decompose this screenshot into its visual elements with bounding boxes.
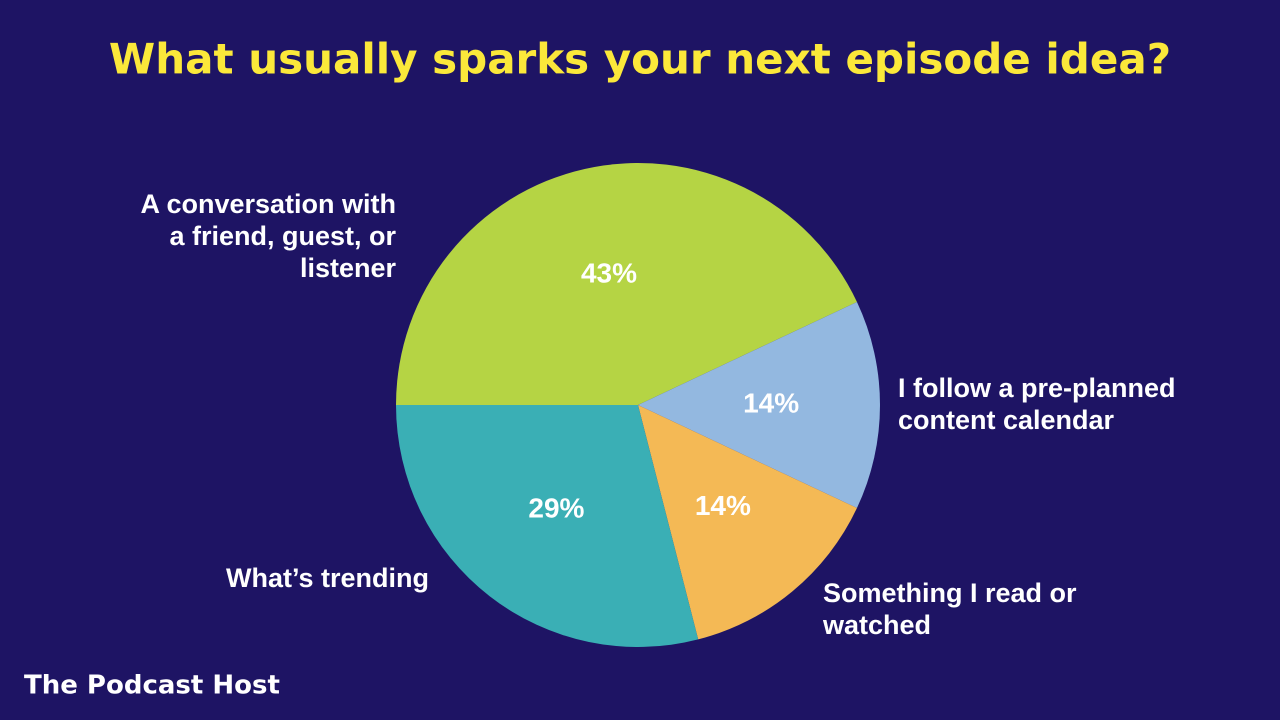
pie-slice — [638, 405, 857, 640]
category-label: What’s trending — [226, 563, 429, 593]
category-label: Something I read or watched — [823, 578, 1077, 640]
brand: The Podcast Host — [24, 671, 280, 701]
category-label: A conversation with a friend, guest, or … — [140, 189, 396, 283]
pie-slice — [638, 301, 880, 509]
value-label: 14% — [695, 490, 751, 521]
value-label: 43% — [581, 257, 637, 288]
pie-slice — [396, 163, 857, 405]
chart-title: What usually sparks your next episode id… — [109, 35, 1171, 84]
value-label: 29% — [528, 493, 584, 524]
pie-slice — [396, 405, 699, 647]
value-label: 14% — [743, 387, 799, 418]
category-label: I follow a pre-planned content calendar — [898, 373, 1176, 435]
